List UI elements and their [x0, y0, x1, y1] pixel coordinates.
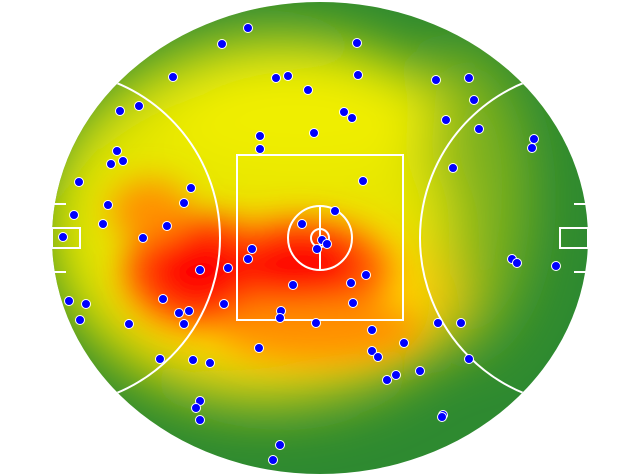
- point: [168, 72, 178, 82]
- point: [186, 183, 196, 193]
- point: [275, 440, 285, 450]
- point: [322, 239, 332, 249]
- point: [367, 325, 377, 335]
- point: [255, 144, 265, 154]
- point: [75, 315, 85, 325]
- point: [391, 370, 401, 380]
- point: [179, 198, 189, 208]
- point: [205, 358, 215, 368]
- point: [223, 263, 233, 273]
- point: [464, 73, 474, 83]
- point: [115, 106, 125, 116]
- point: [275, 313, 285, 323]
- point: [415, 366, 425, 376]
- point: [448, 163, 458, 173]
- point: [464, 354, 474, 364]
- point: [469, 95, 479, 105]
- point: [64, 296, 74, 306]
- point: [551, 261, 561, 271]
- point: [219, 299, 229, 309]
- point: [162, 221, 172, 231]
- point: [358, 176, 368, 186]
- point: [437, 412, 447, 422]
- point: [184, 306, 194, 316]
- point: [174, 308, 184, 318]
- point: [195, 265, 205, 275]
- point: [81, 299, 91, 309]
- point: [188, 355, 198, 365]
- point: [158, 294, 168, 304]
- point: [247, 244, 257, 254]
- point: [361, 270, 371, 280]
- point: [474, 124, 484, 134]
- point: [103, 200, 113, 210]
- point: [330, 206, 340, 216]
- point: [155, 354, 165, 364]
- point: [433, 318, 443, 328]
- point: [283, 71, 293, 81]
- point: [243, 254, 253, 264]
- point: [124, 319, 134, 329]
- point: [348, 298, 358, 308]
- point: [309, 128, 319, 138]
- point: [106, 159, 116, 169]
- point: [441, 115, 451, 125]
- point: [347, 113, 357, 123]
- point: [118, 156, 128, 166]
- point: [303, 85, 313, 95]
- point: [243, 23, 253, 33]
- point: [352, 38, 362, 48]
- point: [297, 219, 307, 229]
- point: [134, 101, 144, 111]
- point: [431, 75, 441, 85]
- point: [339, 107, 349, 117]
- point: [399, 338, 409, 348]
- point: [288, 280, 298, 290]
- point: [373, 352, 383, 362]
- point: [529, 134, 539, 144]
- point: [311, 318, 321, 328]
- points: [58, 23, 561, 465]
- point: [98, 219, 108, 229]
- point: [217, 39, 227, 49]
- point: [254, 343, 264, 353]
- point: [346, 278, 356, 288]
- point: [527, 143, 537, 153]
- point: [195, 415, 205, 425]
- point: [367, 346, 377, 356]
- point: [112, 146, 122, 156]
- point: [191, 403, 201, 413]
- point: [312, 244, 322, 254]
- point: [512, 258, 522, 268]
- point: [271, 73, 281, 83]
- point: [382, 375, 392, 385]
- point: [268, 455, 278, 465]
- point: [138, 233, 148, 243]
- point: [69, 210, 79, 220]
- point: [353, 70, 363, 80]
- point: [179, 319, 189, 329]
- point: [255, 131, 265, 141]
- point: [58, 232, 68, 242]
- point: [456, 318, 466, 328]
- point: [74, 177, 84, 187]
